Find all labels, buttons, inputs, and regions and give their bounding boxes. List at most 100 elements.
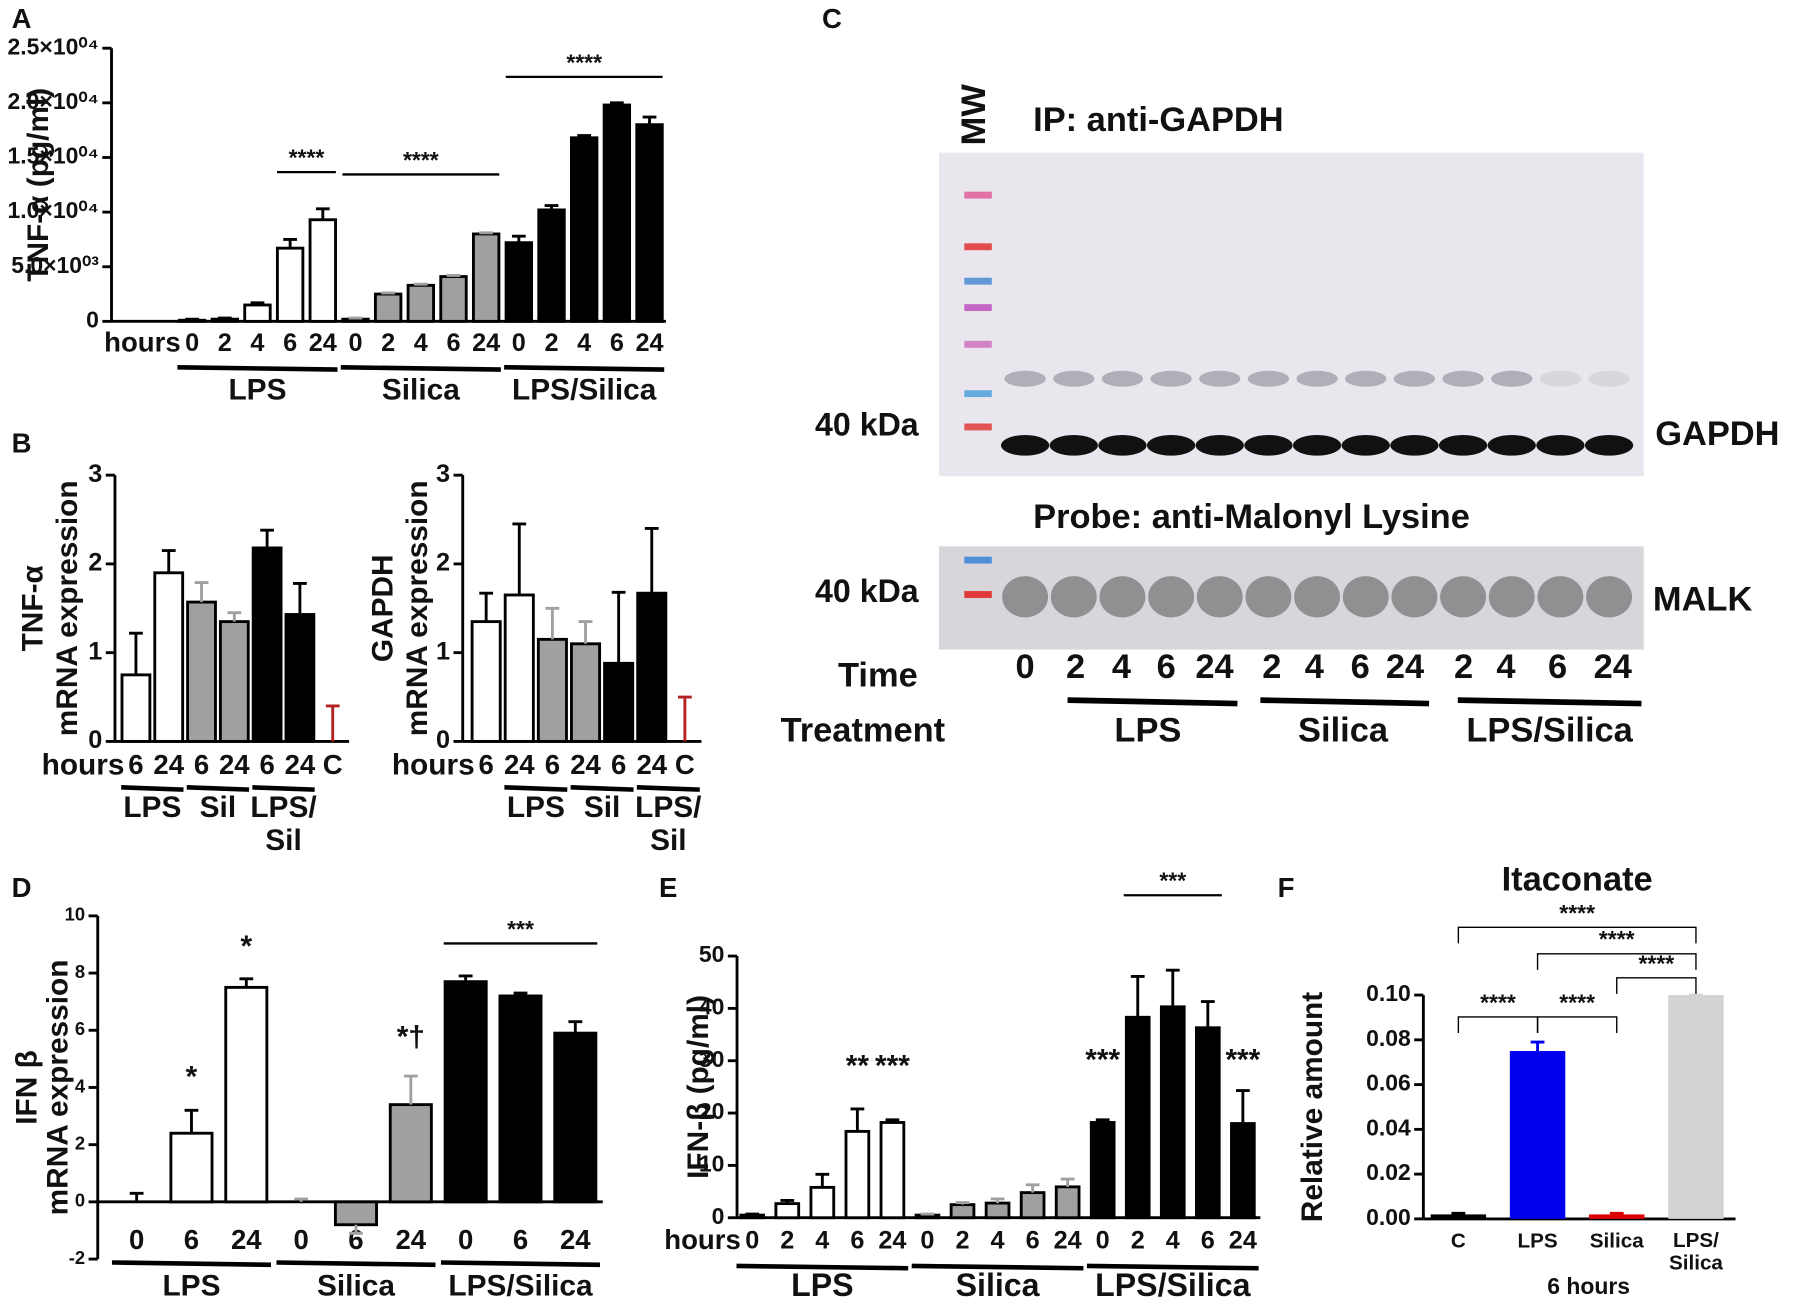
error-bar [325,704,340,742]
y-axis-label: TNF-α [16,565,49,652]
y-tick-label: 3 [436,460,450,488]
error-bar [348,316,363,320]
gapdh-band [1001,434,1050,456]
group-line [1457,697,1642,707]
significance-label: **** [403,147,439,173]
x-tick-label: 24 [570,749,601,780]
x-tick-label: 24 [1229,1227,1257,1255]
error-bar [250,301,265,305]
malk-band [1002,576,1049,618]
bar [308,218,337,323]
bar [439,275,468,323]
bar [537,208,566,323]
bar [636,591,668,743]
gapdh-band [1195,434,1244,456]
x-tick-label: 24 [878,1227,906,1255]
x-tick-label: 2 [1131,1227,1145,1255]
group-label: LPS [228,373,286,406]
y-tick-label: 0 [75,1190,85,1211]
y-axis-label: GAPDH [367,554,400,662]
ladder-band [964,243,992,251]
y-axis-label: mRNA expression [401,480,434,736]
y-tick-label: 0.04 [1366,1114,1411,1140]
error-bar [413,282,428,286]
bar [1668,995,1724,1219]
bar [503,593,535,743]
significance-label: *** [1085,1044,1120,1077]
x-tick-label: 6 [446,329,460,357]
y-tick-label: 10 [65,904,85,925]
group-line [911,1263,1084,1271]
malk-band [1148,576,1195,618]
error-bar [479,591,494,622]
x-tick-label: C [675,749,695,780]
bar [470,620,502,743]
error-bar [644,526,659,594]
faint-band [1247,370,1290,387]
x-tick-label: 6 [348,1224,363,1255]
malk-band [1342,576,1389,618]
group-line [276,1260,436,1268]
y-tick-label: 2 [75,1133,85,1154]
gapdh-band [1098,434,1147,456]
error-bar [850,1107,865,1132]
bar [553,1031,598,1204]
x-tick-label: 0 [293,1224,308,1255]
significance-label: *** [507,916,534,942]
bar [984,1201,1011,1220]
malk-band [1440,576,1487,618]
error-bar [513,991,528,996]
x-tick-label: 24 [285,749,316,780]
x-tick-label: 6 [283,329,297,357]
x-tick-label: 6 [1026,1227,1040,1255]
malk-band [1245,576,1292,618]
y-tick-label: 1 [436,637,450,665]
group-label: LPS/Sil [635,791,701,857]
significance-label: **** [566,49,602,75]
x-tick-label: LPS [1517,1229,1557,1252]
blot-panel: C MW IP: anti-GAPDH 40 kDa GAPDH Probe: … [781,3,1780,749]
malk-band [1050,576,1097,618]
x-tick-label: 2 [544,329,558,357]
significance-label: **** [1638,950,1674,976]
error-bar [990,1197,1005,1204]
x-tick-label: 24 [309,329,337,357]
bar [169,1131,214,1204]
panel-letter: C [822,3,842,34]
x-axis-label: 6 hours [1547,1273,1630,1299]
y-tick-label: 2.0×10⁰⁴ [8,88,99,114]
x-tick-label: 0 [512,329,526,357]
gapdh-band [1341,434,1390,456]
bar [406,283,436,323]
bar [1054,1185,1081,1220]
x-tick-label: 24 [1054,1227,1082,1255]
significance-label: **** [1559,989,1595,1015]
significance-label: ** [846,1049,870,1082]
kda-label: 40 kDa [815,406,920,442]
ladder-band [964,591,992,598]
time-tick: 6 [1548,648,1567,686]
faint-band [1588,370,1630,387]
error-bar [955,1201,970,1205]
error-bar [283,237,298,249]
x-tick-label: 24 [153,749,184,780]
error-bar [577,134,592,138]
error-bar [161,549,176,573]
bar [774,1202,801,1220]
faint-band [1393,370,1436,387]
group-line [636,785,700,792]
x-tick-label: 6 [611,749,626,780]
group-line [1260,697,1430,707]
y-tick-label: 8 [75,961,85,982]
ladder-band [964,423,992,431]
error-bar [544,204,559,210]
x-tick-label: 2 [218,329,232,357]
ladder-band [964,277,992,285]
error-bar [920,1212,935,1216]
bar [243,303,272,323]
ladder-band [964,340,992,348]
error-bar [227,611,242,622]
bar [373,292,403,323]
bar [809,1185,836,1220]
x-tick-label: C [323,749,343,780]
